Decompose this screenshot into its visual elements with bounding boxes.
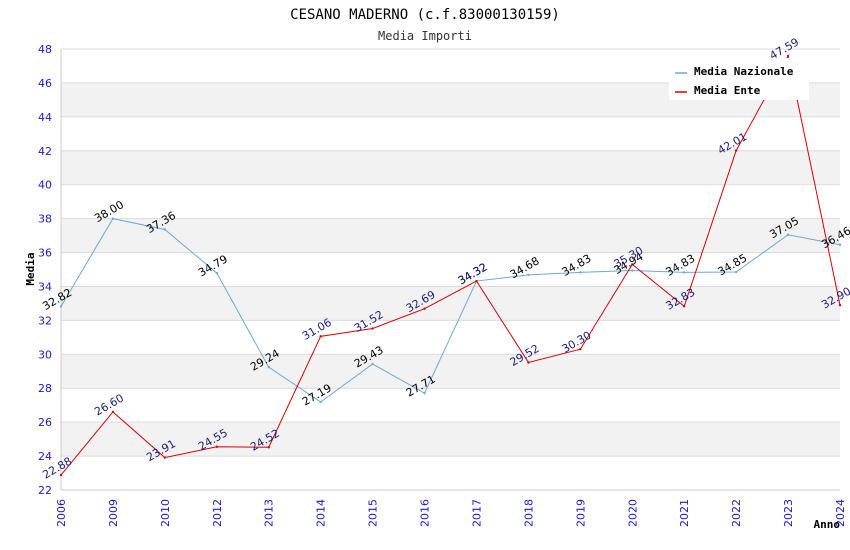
y-tick-label: 44 xyxy=(38,111,52,124)
data-point-media-ente xyxy=(838,303,842,307)
data-point-media-ente xyxy=(631,263,634,266)
y-tick-label: 40 xyxy=(38,179,52,192)
data-point-media-nazionale xyxy=(215,271,218,275)
plot-band xyxy=(61,286,840,321)
chart-title: CESANO MADERNO (c.f.83000130159) xyxy=(290,7,560,23)
data-point-media-nazionale xyxy=(111,217,115,220)
x-tick-label: 2006 xyxy=(55,499,68,527)
plot-band xyxy=(61,252,840,287)
x-tick-label: 2019 xyxy=(574,499,587,527)
y-tick-label: 28 xyxy=(38,382,52,395)
data-point-media-ente xyxy=(163,456,167,459)
legend-label-media-ente: Media Ente xyxy=(694,84,761,97)
x-tick-labels: 2006 2009 2010 2012 2013 2014 2015 2016 2017 2018… xyxy=(55,499,847,527)
x-tick-label: 2016 xyxy=(419,499,432,527)
plot-band xyxy=(61,184,840,219)
y-tick-label: 32 xyxy=(38,314,52,327)
data-point-media-nazionale xyxy=(319,400,322,404)
legend-label-media-nazionale: Media Nazionale xyxy=(694,65,794,78)
data-point-media-ente xyxy=(111,410,115,414)
data-point-media-ente xyxy=(527,361,530,364)
x-tick-label: 2017 xyxy=(470,499,483,527)
data-point-media-ente xyxy=(371,327,374,330)
x-axis-label: Anno xyxy=(814,518,841,531)
x-tick-label: 2023 xyxy=(782,499,795,527)
y-tick-label: 46 xyxy=(38,77,52,90)
y-tick-label: 42 xyxy=(38,145,52,158)
data-point-media-ente xyxy=(319,335,322,338)
data-point-media-nazionale xyxy=(838,243,842,246)
x-tick-label: 2020 xyxy=(626,499,639,527)
plot-band xyxy=(61,354,840,389)
plot-band xyxy=(61,218,840,253)
series-line-media-ente xyxy=(60,54,841,476)
x-tick-label: 2010 xyxy=(159,499,172,527)
data-point-media-nazionale xyxy=(423,391,426,395)
data-point-media-ente xyxy=(734,149,738,152)
data-point-media-nazionale xyxy=(267,365,270,369)
data-point-media-nazionale xyxy=(683,271,686,274)
data-point-media-ente xyxy=(215,445,218,448)
plot-band xyxy=(61,422,840,457)
plot-band xyxy=(61,388,840,423)
data-point-media-nazionale xyxy=(734,270,738,274)
x-tick-label: 2015 xyxy=(367,499,380,527)
plot-band xyxy=(61,116,840,151)
plot-band xyxy=(61,150,840,185)
x-tick-label: 2018 xyxy=(522,499,535,527)
data-point-media-nazionale xyxy=(527,273,530,277)
data-point-media-nazionale xyxy=(59,305,63,308)
y-tick-label: 26 xyxy=(38,416,52,429)
y-axis-label: Media xyxy=(24,252,37,285)
x-tick-label: 2014 xyxy=(315,499,328,527)
y-tick-label: 36 xyxy=(38,247,52,260)
x-tick-label: 2012 xyxy=(211,499,224,527)
data-point-media-ente xyxy=(579,348,582,351)
y-tick-label: 34 xyxy=(38,280,52,293)
x-tick-label: 2013 xyxy=(263,499,276,527)
data-point-media-nazionale xyxy=(631,269,634,272)
chart-subtitle: Media Importi xyxy=(378,29,472,43)
data-point-media-nazionale xyxy=(786,233,790,236)
data-point-media-nazionale xyxy=(163,228,167,231)
data-point-media-ente xyxy=(59,473,63,477)
data-point-media-ente xyxy=(423,307,426,310)
series-line-media-nazionale xyxy=(60,218,841,403)
y-tick-label: 30 xyxy=(38,348,52,361)
data-point-media-ente xyxy=(475,279,478,283)
y-tick-label: 48 xyxy=(38,43,52,56)
y-tick-label: 24 xyxy=(38,450,52,463)
data-point-media-ente xyxy=(683,305,686,308)
y-tick-label: 38 xyxy=(38,213,52,226)
data-point-media-nazionale xyxy=(579,271,582,274)
plot-gridlines xyxy=(61,48,840,491)
legend-box xyxy=(669,58,809,100)
y-tick-labels: 22 24 26 28 30 32 34 36 38 40 42 44 46 48 xyxy=(38,43,52,497)
x-tick-label: 2021 xyxy=(678,499,691,527)
series-lines xyxy=(59,54,842,477)
x-tick-label: 2024 xyxy=(834,499,847,527)
plot-band xyxy=(61,456,840,490)
x-tick-label: 2009 xyxy=(107,499,120,527)
data-point-media-ente xyxy=(267,446,270,449)
data-point-media-nazionale xyxy=(371,362,374,366)
legend: Media Nazionale Media Ente xyxy=(669,58,809,100)
y-tick-label: 22 xyxy=(38,484,52,497)
data-point-media-ente xyxy=(786,54,790,58)
x-tick-label: 2022 xyxy=(730,499,743,527)
